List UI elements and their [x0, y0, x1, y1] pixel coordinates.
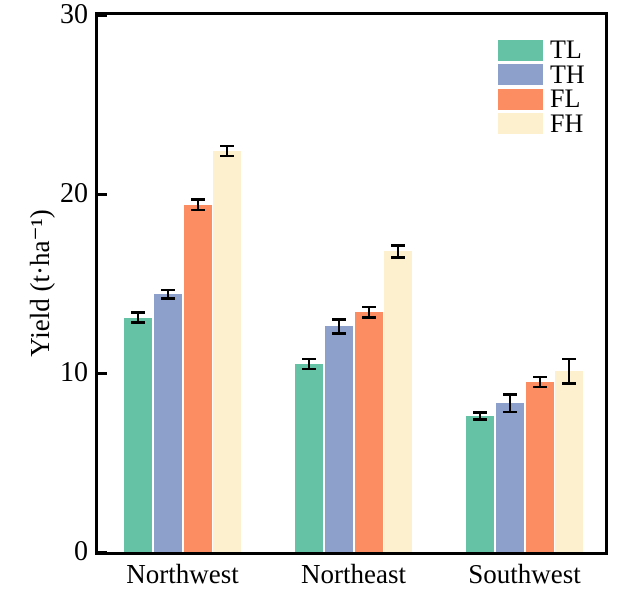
legend-item-TL: TL	[498, 35, 582, 64]
legend-label-FL: FL	[550, 84, 581, 114]
x-axis-label: Northwest	[126, 559, 239, 589]
error-bar-line	[166, 289, 169, 299]
error-bar-cap-bottom	[502, 410, 517, 414]
y-tick-mark	[98, 13, 107, 17]
error-bar-cap-bottom	[220, 154, 235, 158]
y-tick-label: 0	[74, 536, 88, 567]
error-bar-line	[367, 306, 370, 318]
x-axis-label: Southwest	[468, 559, 581, 589]
y-tick-label: 20	[60, 178, 88, 209]
error-bar-cap-top	[562, 357, 577, 361]
error-bar-cap-bottom	[302, 367, 316, 371]
y-tick-mark	[98, 550, 107, 554]
y-tick-label: 30	[60, 0, 88, 30]
error-bar-line	[196, 199, 199, 211]
y-tick-label: 10	[60, 357, 88, 388]
bar-TL-Northwest	[124, 317, 152, 552]
error-bar-line	[479, 412, 481, 420]
bar-FL-Northwest	[183, 204, 212, 552]
legend-item-FH: FH	[498, 108, 584, 138]
error-bar-line	[137, 312, 139, 323]
error-bar-cap-top	[131, 311, 145, 314]
error-bar-line	[568, 358, 571, 384]
error-bar-cap-bottom	[391, 256, 406, 259]
error-bar-line	[538, 376, 541, 388]
error-bar-cap-bottom	[473, 418, 487, 421]
bar-TL-Northeast	[295, 364, 323, 552]
bar-FL-Southwest	[525, 381, 554, 552]
legend-swatch-FL	[498, 88, 543, 110]
bar-FH-Northeast	[384, 251, 413, 552]
error-bar-cap-bottom	[562, 382, 577, 385]
legend-item-TH: TH	[498, 59, 585, 89]
error-bar-line	[397, 245, 400, 258]
legend-swatch-FH	[498, 113, 543, 135]
error-bar-cap-top	[220, 144, 235, 148]
bar-FL-Northeast	[354, 312, 383, 552]
y-tick-mark	[98, 192, 107, 196]
bar-TH-Northeast	[324, 326, 353, 552]
error-bar-cap-top	[361, 305, 376, 309]
error-bar-cap-bottom	[532, 385, 547, 389]
legend-swatch-TL	[498, 39, 543, 61]
error-bar-cap-bottom	[190, 208, 205, 212]
error-bar-cap-bottom	[331, 332, 346, 335]
bar-FH-Northwest	[213, 151, 242, 552]
error-bar-cap-top	[190, 198, 205, 201]
error-bar-cap-top	[331, 318, 346, 321]
error-bar-line	[308, 358, 310, 370]
error-bar-cap-top	[302, 357, 316, 361]
bar-TH-Southwest	[495, 403, 524, 552]
legend-label-TL: TL	[550, 35, 582, 64]
y-tick-mark	[98, 371, 107, 375]
error-bar-line	[226, 145, 229, 157]
error-bar-cap-top	[391, 244, 406, 247]
bar-FH-Southwest	[555, 371, 584, 552]
error-bar-cap-top	[473, 411, 487, 414]
error-bar-cap-bottom	[361, 316, 376, 319]
error-bar-line	[337, 319, 340, 334]
legend-item-FL: FL	[498, 84, 581, 114]
bar-TL-Southwest	[466, 415, 494, 552]
legend-label-FH: FH	[550, 108, 584, 138]
error-bar-cap-top	[160, 288, 175, 292]
legend-swatch-TH	[498, 64, 543, 86]
error-bar-cap-top	[502, 393, 517, 396]
error-bar-cap-top	[532, 375, 547, 379]
error-bar-line	[508, 394, 511, 413]
x-axis-label: Northeast	[301, 559, 406, 589]
legend-label-TH: TH	[550, 59, 585, 89]
error-bar-cap-bottom	[131, 321, 145, 324]
bar-TH-Northwest	[153, 294, 182, 552]
error-bar-cap-bottom	[160, 297, 175, 300]
